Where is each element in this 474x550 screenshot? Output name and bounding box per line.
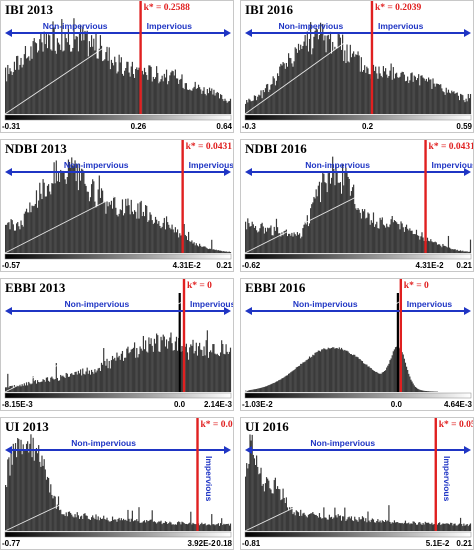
histogram-panel: EBBI 2013 k* = 0 Non-impervious Impervious -… — [0, 278, 234, 411]
tick-max: 2.14E-3 — [204, 400, 232, 410]
tick-max: 0.21 — [456, 539, 472, 549]
tick-max: 0.21 — [216, 261, 232, 271]
chart-title: UI 2013 — [5, 419, 49, 435]
histogram-plot — [1, 1, 234, 133]
tick-threshold: 4.31E-2 — [416, 261, 444, 271]
histogram-bars — [245, 22, 471, 114]
left-region-label: Non-impervious — [43, 21, 108, 31]
right-region-label: Impervious — [204, 456, 214, 501]
chart-title: NDBI 2016 — [245, 141, 307, 157]
right-region-label: Impervious — [432, 160, 474, 170]
histogram-spike — [179, 293, 181, 392]
histogram-panel: IBI 2016 k* = 0.2039 Non-impervious Impervi… — [240, 0, 474, 133]
histogram-panel: UI 2013 k* = 0.0392 Non-impervious Impervio… — [0, 417, 234, 550]
chart-title: EBBI 2016 — [245, 280, 305, 296]
tick-threshold: 3.92E-2 — [188, 539, 216, 549]
tick-min: -1.03E-2 — [242, 400, 273, 410]
threshold-label: k* = 0.0431 — [429, 142, 474, 152]
tick-max: 4.64E-3 — [444, 400, 472, 410]
tick-min: -0.77 — [2, 539, 20, 549]
value-gradient-strip — [245, 254, 471, 259]
left-region-label: Non-impervious — [64, 160, 129, 170]
histogram-plot — [241, 1, 474, 133]
tick-threshold: 0.0 — [391, 400, 402, 410]
chart-title: EBBI 2013 — [5, 280, 65, 296]
histogram-spike — [397, 293, 399, 392]
chart-title: IBI 2013 — [5, 2, 53, 18]
tick-threshold: 4.31E-2 — [173, 261, 201, 271]
right-region-label: Impervious — [442, 456, 452, 501]
chart-title: NDBI 2013 — [5, 141, 67, 157]
tick-threshold: 0.2 — [362, 122, 373, 132]
left-region-label: Non-impervious — [71, 438, 136, 448]
histogram-panel: EBBI 2016 k* = 0 Non-impervious Impervious -… — [240, 278, 474, 411]
tick-threshold: 0.0 — [174, 400, 185, 410]
value-gradient-strip — [5, 393, 231, 398]
tick-max: 0.59 — [456, 122, 472, 132]
threshold-label: k* = 0.2588 — [144, 3, 190, 13]
tick-threshold: 0.26 — [131, 122, 147, 132]
chart-title: UI 2016 — [245, 419, 289, 435]
histogram-bars — [245, 346, 438, 392]
left-region-label: Non-impervious — [64, 299, 129, 309]
threshold-label: k* = 0 — [187, 281, 212, 291]
chart-title: IBI 2016 — [245, 2, 293, 18]
value-gradient-strip — [5, 532, 231, 537]
tick-min: -8.15E-3 — [2, 400, 33, 410]
tick-min: -0.81 — [242, 539, 260, 549]
tick-min: -0.31 — [2, 122, 20, 132]
tick-min: -0.3 — [242, 122, 256, 132]
tick-max: 0.64 — [216, 122, 232, 132]
histogram-panel: NDBI 2013 k* = 0.0431 Non-impervious Imperv… — [0, 139, 234, 272]
right-region-label: Impervious — [189, 160, 234, 170]
right-region-label: Impervious — [407, 299, 452, 309]
right-region-label: Impervious — [378, 21, 423, 31]
threshold-label: k* = 0.2039 — [375, 3, 421, 13]
value-gradient-strip — [245, 532, 471, 537]
tick-min: -0.57 — [2, 261, 20, 271]
tick-max: 0.21 — [456, 261, 472, 271]
region-arrow — [5, 29, 231, 37]
right-region-label: Impervious — [147, 21, 192, 31]
histogram-bars — [245, 434, 471, 531]
right-region-label: Impervious — [190, 299, 234, 309]
threshold-label: k* = 0.0431 — [186, 142, 232, 152]
histogram-panel: UI 2016 k* = 0.051 Non-impervious Imperviou… — [240, 417, 474, 550]
value-gradient-strip — [5, 254, 231, 259]
tick-max: 0.18 — [216, 539, 232, 549]
left-region-label: Non-impervious — [310, 438, 375, 448]
value-gradient-strip — [5, 115, 231, 120]
threshold-label: k* = 0 — [404, 281, 429, 291]
histogram-panel: IBI 2013 k* = 0.2588 Non-impervious Impervi… — [0, 0, 234, 133]
threshold-label: k* = 0.0392 — [201, 420, 235, 430]
tick-min: -0.62 — [242, 261, 260, 271]
threshold-label: k* = 0.051 — [439, 420, 474, 430]
histogram-bars — [5, 330, 231, 392]
value-gradient-strip — [245, 393, 471, 398]
tick-threshold: 5.1E-2 — [426, 539, 450, 549]
left-region-label: Non-impervious — [305, 160, 370, 170]
left-region-label: Non-impervious — [278, 21, 343, 31]
histogram-panel: NDBI 2016 k* = 0.0431 Non-impervious Imperv… — [240, 139, 474, 272]
value-gradient-strip — [245, 115, 471, 120]
left-region-label: Non-impervious — [293, 299, 358, 309]
